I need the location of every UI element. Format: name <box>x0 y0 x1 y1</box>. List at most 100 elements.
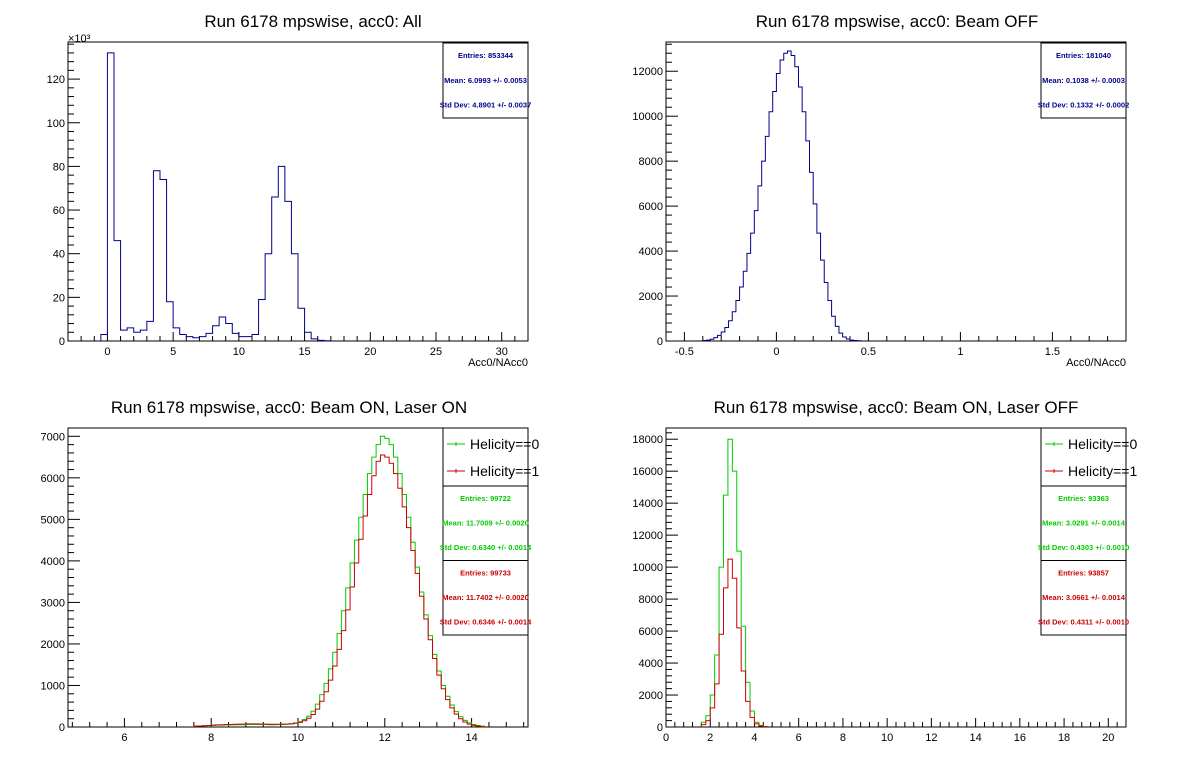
y-tick-label: 2000 <box>639 291 663 303</box>
stats-std-dev: Std Dev: 0.4311 +/- 0.0010 <box>1038 618 1129 627</box>
x-axis-label: Acc0/NAcc0 <box>1066 357 1126 369</box>
y-tick-label: 12000 <box>632 530 663 542</box>
x-tick-label: 1 <box>957 346 963 358</box>
stats-box <box>442 42 529 119</box>
y-tick-label: 10000 <box>632 111 663 123</box>
stats-std-dev: Std Dev: 0.1332 +/- 0.0002 <box>1038 101 1130 110</box>
x-tick-label: 20 <box>1102 732 1114 744</box>
y-tick-label: 2000 <box>639 690 663 702</box>
legend-box <box>442 427 529 487</box>
legend-label: Helicity==1 <box>1068 463 1137 479</box>
x-tick-label: 8 <box>208 732 214 744</box>
x-tick-label: 15 <box>298 346 310 358</box>
y-tick-label: 20 <box>53 292 65 304</box>
y-tick-label: 10000 <box>632 562 663 574</box>
stats-box <box>1040 560 1127 636</box>
y-tick-label: 5000 <box>41 514 65 526</box>
x-tick-label: 10 <box>233 346 245 358</box>
y-tick-label: 0 <box>657 722 663 734</box>
x-tick-label: 0 <box>773 346 779 358</box>
histogram-series-0 <box>702 50 862 342</box>
stats-mean: Mean: 6.0993 +/- 0.0053 <box>444 76 527 85</box>
y-tick-label: 12000 <box>632 66 663 78</box>
y-tick-label: 3000 <box>41 597 65 609</box>
x-tick-label: 14 <box>969 732 981 744</box>
stats-entries: Entries: 99733 <box>460 568 511 577</box>
stats-entries: Entries: 93857 <box>1058 568 1109 577</box>
stats-box <box>1040 485 1127 561</box>
legend-label: Helicity==1 <box>470 463 539 479</box>
x-tick-label: 10 <box>881 732 893 744</box>
x-axis-label: Acc0/NAcc0 <box>468 357 528 369</box>
x-tick-label: 30 <box>496 346 508 358</box>
y-tick-label: 18000 <box>632 434 663 446</box>
y-tick-label: 6000 <box>41 473 65 485</box>
x-tick-label: 12 <box>379 732 391 744</box>
x-tick-label: 8 <box>840 732 846 744</box>
x-tick-label: 25 <box>430 346 442 358</box>
panel-beam-off: Run 6178 mpswise, acc0: Beam OFF Acc0/NA… <box>632 12 1129 369</box>
stats-box <box>442 560 529 636</box>
stats-std-dev: Std Dev: 0.6346 +/- 0.0014 <box>440 618 532 627</box>
y-tick-label: 120 <box>47 74 65 86</box>
x-tick-label: 0 <box>663 732 669 744</box>
stats-std-dev: Std Dev: 0.6340 +/- 0.0014 <box>440 543 532 552</box>
x-tick-label: 0 <box>104 346 110 358</box>
x-tick-label: 6 <box>796 732 802 744</box>
y-tick-label: 4000 <box>41 556 65 568</box>
y-tick-label: 6000 <box>639 626 663 638</box>
x-tick-label: 16 <box>1014 732 1026 744</box>
chart-title: Run 6178 mpswise, acc0: All <box>204 12 421 31</box>
y-tick-label: 4000 <box>639 246 663 258</box>
x-tick-label: 4 <box>751 732 757 744</box>
x-tick-label: 0.5 <box>861 346 876 358</box>
x-tick-label: -0.5 <box>675 346 694 358</box>
y-tick-label: 0 <box>59 336 65 348</box>
chart-title: Run 6178 mpswise, acc0: Beam OFF <box>756 12 1039 31</box>
plot-frame <box>67 41 529 342</box>
y-tick-label: 80 <box>53 161 65 173</box>
stats-box <box>1040 42 1127 119</box>
x-tick-label: 1.5 <box>1045 346 1060 358</box>
stats-mean: Mean: 3.0291 +/- 0.0014 <box>1042 518 1126 527</box>
x-tick-label: 18 <box>1058 732 1070 744</box>
histogram-series-1 <box>700 558 769 728</box>
y-tick-label: 8000 <box>639 156 663 168</box>
legend-label: Helicity==0 <box>1068 436 1137 452</box>
stats-std-dev: Std Dev: 4.8901 +/- 0.0037 <box>440 101 532 110</box>
x-tick-label: 10 <box>292 732 304 744</box>
stats-entries: Entries: 93363 <box>1058 494 1109 503</box>
stats-mean: Mean: 11.7009 +/- 0.0020 <box>442 518 529 527</box>
legend-box <box>1040 427 1127 487</box>
stats-mean: Mean: 11.7402 +/- 0.0020 <box>442 593 529 602</box>
stats-mean: Mean: 3.0661 +/- 0.0014 <box>1042 593 1126 602</box>
x-tick-label: 2 <box>707 732 713 744</box>
stats-std-dev: Std Dev: 0.4303 +/- 0.0010 <box>1038 543 1130 552</box>
x-tick-label: 12 <box>925 732 937 744</box>
y-tick-label: 6000 <box>639 201 663 213</box>
y-tick-label: 14000 <box>632 498 663 510</box>
x-tick-label: 6 <box>121 732 127 744</box>
stats-entries: Entries: 181040 <box>1056 51 1111 60</box>
y-tick-label: 0 <box>59 722 65 734</box>
y-tick-label: 60 <box>53 205 65 217</box>
y-tick-label: 40 <box>53 249 65 261</box>
x-tick-label: 5 <box>170 346 176 358</box>
x-tick-label: 14 <box>465 732 477 744</box>
y-tick-label: 0 <box>657 336 663 348</box>
histogram-series-1 <box>193 454 486 728</box>
stats-entries: Entries: 853344 <box>458 51 514 60</box>
y-tick-label: 1000 <box>41 680 65 692</box>
histogram-series-0 <box>700 438 769 728</box>
chart-title: Run 6178 mpswise, acc0: Beam ON, Laser O… <box>111 398 467 417</box>
y-tick-label: 2000 <box>41 639 65 651</box>
stats-entries: Entries: 99722 <box>460 494 511 503</box>
y-exponent: ×10³ <box>68 33 91 45</box>
y-tick-label: 16000 <box>632 466 663 478</box>
y-tick-label: 7000 <box>41 431 65 443</box>
plot-frame <box>665 41 1127 342</box>
histogram-series-0 <box>100 52 332 342</box>
chart-title: Run 6178 mpswise, acc0: Beam ON, Laser O… <box>714 398 1079 417</box>
y-tick-label: 100 <box>47 118 65 130</box>
